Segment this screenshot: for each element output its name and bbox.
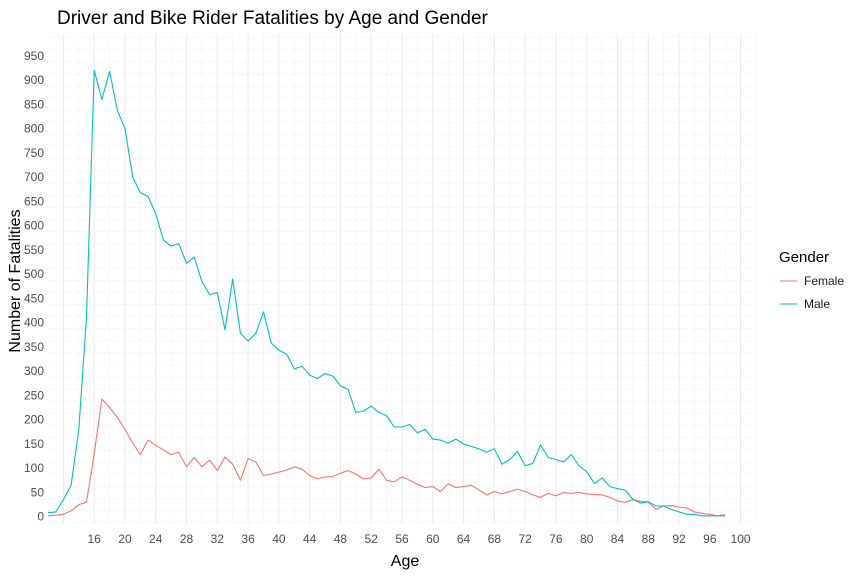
y-tick-label: 850: [24, 97, 44, 111]
y-tick-label: 550: [24, 243, 44, 257]
y-axis-ticks: 0 50 100 150 200 250 300 350 400 450 500 550 600 650 7…: [24, 49, 44, 524]
y-tick-label: 600: [24, 219, 44, 233]
series-line-male: [47, 69, 726, 517]
series-line-female: [47, 398, 726, 517]
y-tick-label: 800: [24, 122, 44, 136]
y-tick-label: 350: [24, 340, 44, 354]
chart-title: Driver and Bike Rider Fatalities by Age …: [57, 8, 489, 29]
x-tick-label: 76: [549, 532, 563, 546]
x-tick-label: 20: [118, 532, 132, 546]
y-tick-label: 200: [24, 413, 44, 427]
x-tick-label: 44: [303, 532, 317, 546]
y-tick-label: 650: [24, 194, 44, 208]
x-axis-ticks: 16 20 24 28 32 36 40 44 48 52 56 60 64 68 72 76 80 84 88 92…: [87, 532, 750, 546]
x-tick-label: 92: [672, 532, 686, 546]
x-tick-label: 16: [87, 532, 101, 546]
x-tick-label: 64: [457, 532, 471, 546]
x-tick-label: 96: [703, 532, 717, 546]
y-tick-label: 250: [24, 388, 44, 402]
y-tick-label: 400: [24, 316, 44, 330]
y-tick-label: 300: [24, 364, 44, 378]
x-tick-label: 40: [272, 532, 286, 546]
series-lines: [47, 69, 726, 517]
x-tick-label: 36: [241, 532, 255, 546]
grid: [48, 34, 757, 524]
y-tick-label: 50: [31, 485, 45, 499]
y-tick-label: 100: [24, 461, 44, 475]
y-tick-label: 700: [24, 170, 44, 184]
x-tick-label: 56: [395, 532, 409, 546]
y-tick-label: 0: [37, 510, 44, 524]
x-tick-label: 72: [518, 532, 532, 546]
legend-label: Male: [804, 297, 830, 311]
legend: Gender Female Male: [779, 249, 844, 311]
x-tick-label: 24: [149, 532, 163, 546]
y-tick-label: 450: [24, 291, 44, 305]
x-tick-label: 100: [731, 532, 751, 546]
legend-title: Gender: [779, 249, 829, 266]
x-tick-label: 48: [334, 532, 348, 546]
y-axis-title: Number of Fatalities: [7, 209, 24, 352]
x-tick-label: 52: [365, 532, 379, 546]
legend-label: Female: [804, 274, 844, 288]
y-tick-label: 950: [24, 49, 44, 63]
x-tick-label: 88: [642, 532, 656, 546]
x-axis-title: Age: [391, 553, 420, 570]
x-tick-label: 32: [211, 532, 225, 546]
y-tick-label: 750: [24, 146, 44, 160]
y-tick-label: 500: [24, 267, 44, 281]
x-tick-label: 28: [180, 532, 194, 546]
x-tick-label: 68: [488, 532, 502, 546]
y-tick-label: 900: [24, 73, 44, 87]
legend-items: Female Male: [780, 274, 844, 311]
x-tick-label: 80: [580, 532, 594, 546]
y-tick-label: 150: [24, 437, 44, 451]
x-tick-label: 84: [611, 532, 625, 546]
x-tick-label: 60: [426, 532, 440, 546]
